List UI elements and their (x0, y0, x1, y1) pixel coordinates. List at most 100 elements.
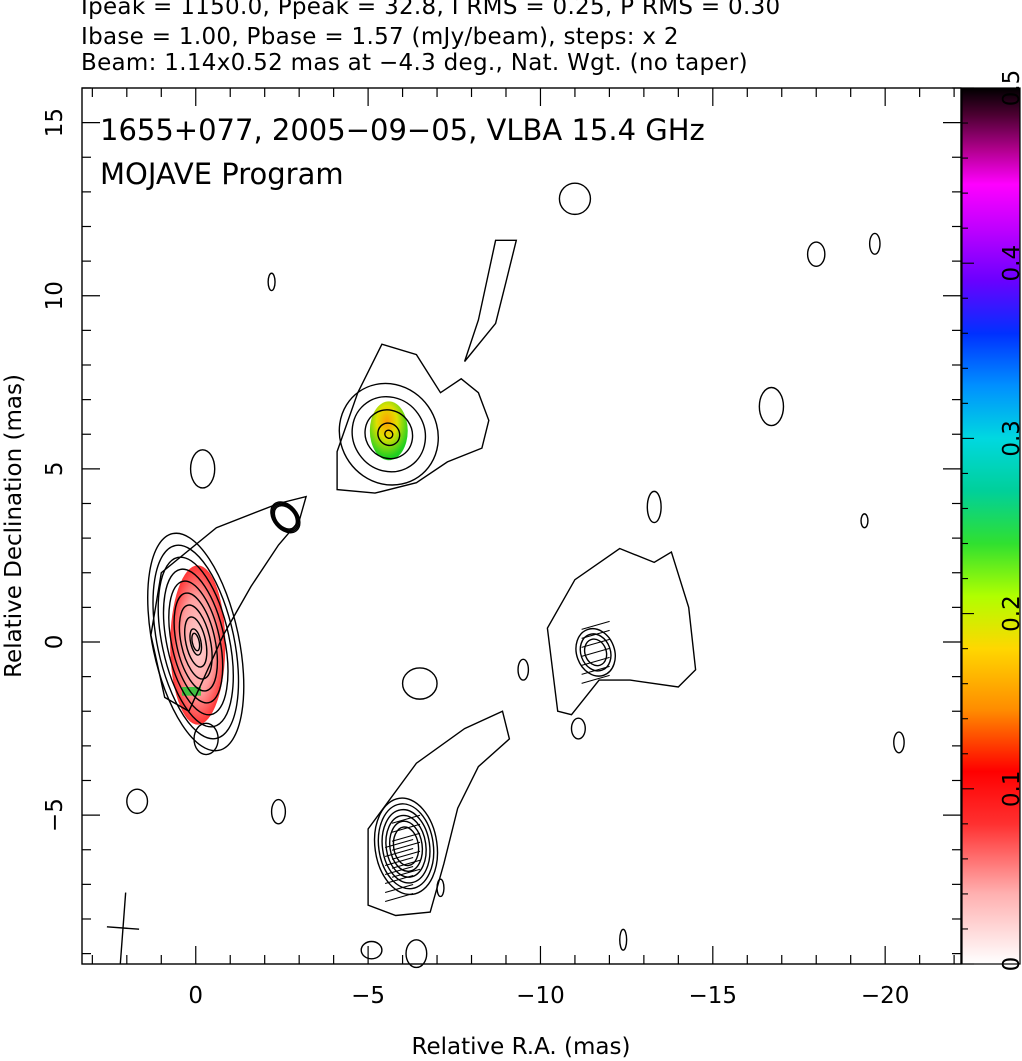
contour-knot-west (579, 633, 612, 672)
y-tick-label: 15 (42, 108, 68, 137)
knot-polarization (369, 401, 408, 461)
colorbar-ticks (962, 87, 974, 965)
contour-knot-north (351, 395, 427, 473)
contour-inner-jet (270, 501, 301, 534)
evpa-tick (391, 850, 421, 860)
polarization-image (170, 401, 408, 725)
evpa-tick (384, 883, 414, 894)
contour-jet-envelope (150, 495, 308, 713)
y-tick-label: 5 (42, 462, 68, 477)
contour-core (191, 632, 201, 652)
evpa-tick (581, 656, 610, 666)
colorbar-tick-label: 0.5 (999, 70, 1022, 107)
contour-knot-south (377, 803, 435, 890)
x-tick-labels: 0 −5 −10 −15 −20 (188, 983, 909, 1009)
contour-south-envelope (367, 710, 511, 917)
contour-noise (401, 667, 438, 700)
chart-subtitle: MOJAVE Program (100, 157, 344, 191)
evpa-tick (384, 874, 414, 885)
contour-noise (558, 182, 592, 216)
chart-title: 1655+077, 2005−09−05, VLBA 15.4 GHz (100, 113, 705, 147)
evpa-tick (581, 638, 610, 648)
contour-knot-south (381, 808, 431, 884)
x-axis-title: Relative R.A. (mas) (412, 1034, 631, 1060)
evpa-tick (384, 856, 414, 867)
plot-frame (81, 87, 962, 965)
y-tick-labels: −5 0 5 10 15 (42, 108, 68, 832)
contour-noise (806, 241, 826, 268)
x-tick-label: −20 (861, 983, 910, 1009)
contour-core (189, 628, 203, 656)
evpa-tick (391, 868, 421, 878)
contour-west-envelope (546, 547, 697, 716)
contour-noise (868, 232, 881, 255)
contour-knot-north (364, 409, 414, 460)
contour-knot-west (575, 627, 616, 677)
contour-noise (436, 878, 445, 898)
evpa-tick (384, 838, 414, 849)
contour-noise (126, 788, 149, 815)
contour-north-blob (463, 239, 518, 362)
contour-knot-north (384, 429, 394, 440)
colorbar-labels: 0 0.1 0.2 0.3 0.4 0.5 (999, 70, 1022, 972)
contour-noise (570, 717, 586, 740)
contour-core (184, 616, 208, 668)
core-polarization-edge (181, 687, 201, 696)
contour-inner-jet (272, 503, 299, 531)
evpa-tick (581, 629, 610, 639)
y-tick-label: 0 (42, 635, 68, 650)
contour-noise (360, 940, 383, 960)
evpa-tick (581, 620, 610, 630)
evpa-tick (384, 865, 414, 876)
contour-core (168, 580, 224, 704)
x-tick-label: −5 (351, 983, 385, 1009)
contour-north-envelope (336, 343, 490, 494)
colorbar-tick-label: 0.2 (999, 595, 1022, 632)
evpa-ticks (384, 620, 610, 903)
contour-noise (189, 449, 216, 489)
contour-core (152, 544, 240, 740)
contour-core (162, 568, 229, 716)
contour-inner-jet (271, 502, 300, 533)
axis-ticks (82, 87, 961, 964)
x-tick-label: 0 (188, 983, 203, 1009)
y-axis-title: Relative Declination (mas) (1, 374, 27, 678)
contour-noise (517, 658, 530, 681)
evpa-tick (391, 841, 421, 851)
contour-core (147, 532, 245, 752)
contour-noise (758, 386, 785, 427)
x-tick-label: −15 (689, 983, 738, 1009)
contour-noise (646, 490, 662, 524)
core-polarization (170, 565, 226, 725)
contour-noise (193, 722, 219, 756)
colorbar-tick-label: 0 (999, 957, 1022, 972)
evpa-tick (391, 823, 421, 833)
contour-noise (267, 272, 276, 292)
contour-noise (893, 731, 905, 754)
colorbar-tick-label: 0.4 (999, 245, 1022, 282)
header-line-3: Beam: 1.14x0.52 mas at −4.3 deg., Nat. W… (81, 50, 748, 76)
y-tick-label: −5 (42, 798, 68, 832)
evpa-tick (384, 892, 414, 903)
y-tick-label: 10 (42, 281, 68, 310)
header-line-2: Ibase = 1.00, Pbase = 1.57 (mJy/beam), s… (81, 24, 679, 50)
colorbar-tick-label: 0.3 (999, 420, 1022, 457)
evpa-tick (391, 859, 421, 869)
evpa-tick (581, 647, 610, 657)
colorbar-tick-label: 0.1 (999, 771, 1022, 808)
contour-knot-south (385, 814, 427, 878)
header-line-1: Ipeak = 1150.0, Ppeak = 32.8, I RMS = 0.… (81, 0, 781, 20)
contour-noise (270, 798, 287, 825)
evpa-tick (581, 674, 610, 684)
contour-noise (860, 513, 869, 529)
evpa-tick (581, 665, 610, 675)
contour-noise (405, 939, 428, 969)
evpa-tick (391, 832, 421, 842)
contour-core (173, 592, 219, 692)
beam-minor-axis (106, 926, 140, 930)
contour-knot-north (377, 422, 401, 447)
colorbar (961, 87, 1021, 965)
contour-noise (619, 928, 628, 951)
beam-marker (106, 892, 140, 964)
